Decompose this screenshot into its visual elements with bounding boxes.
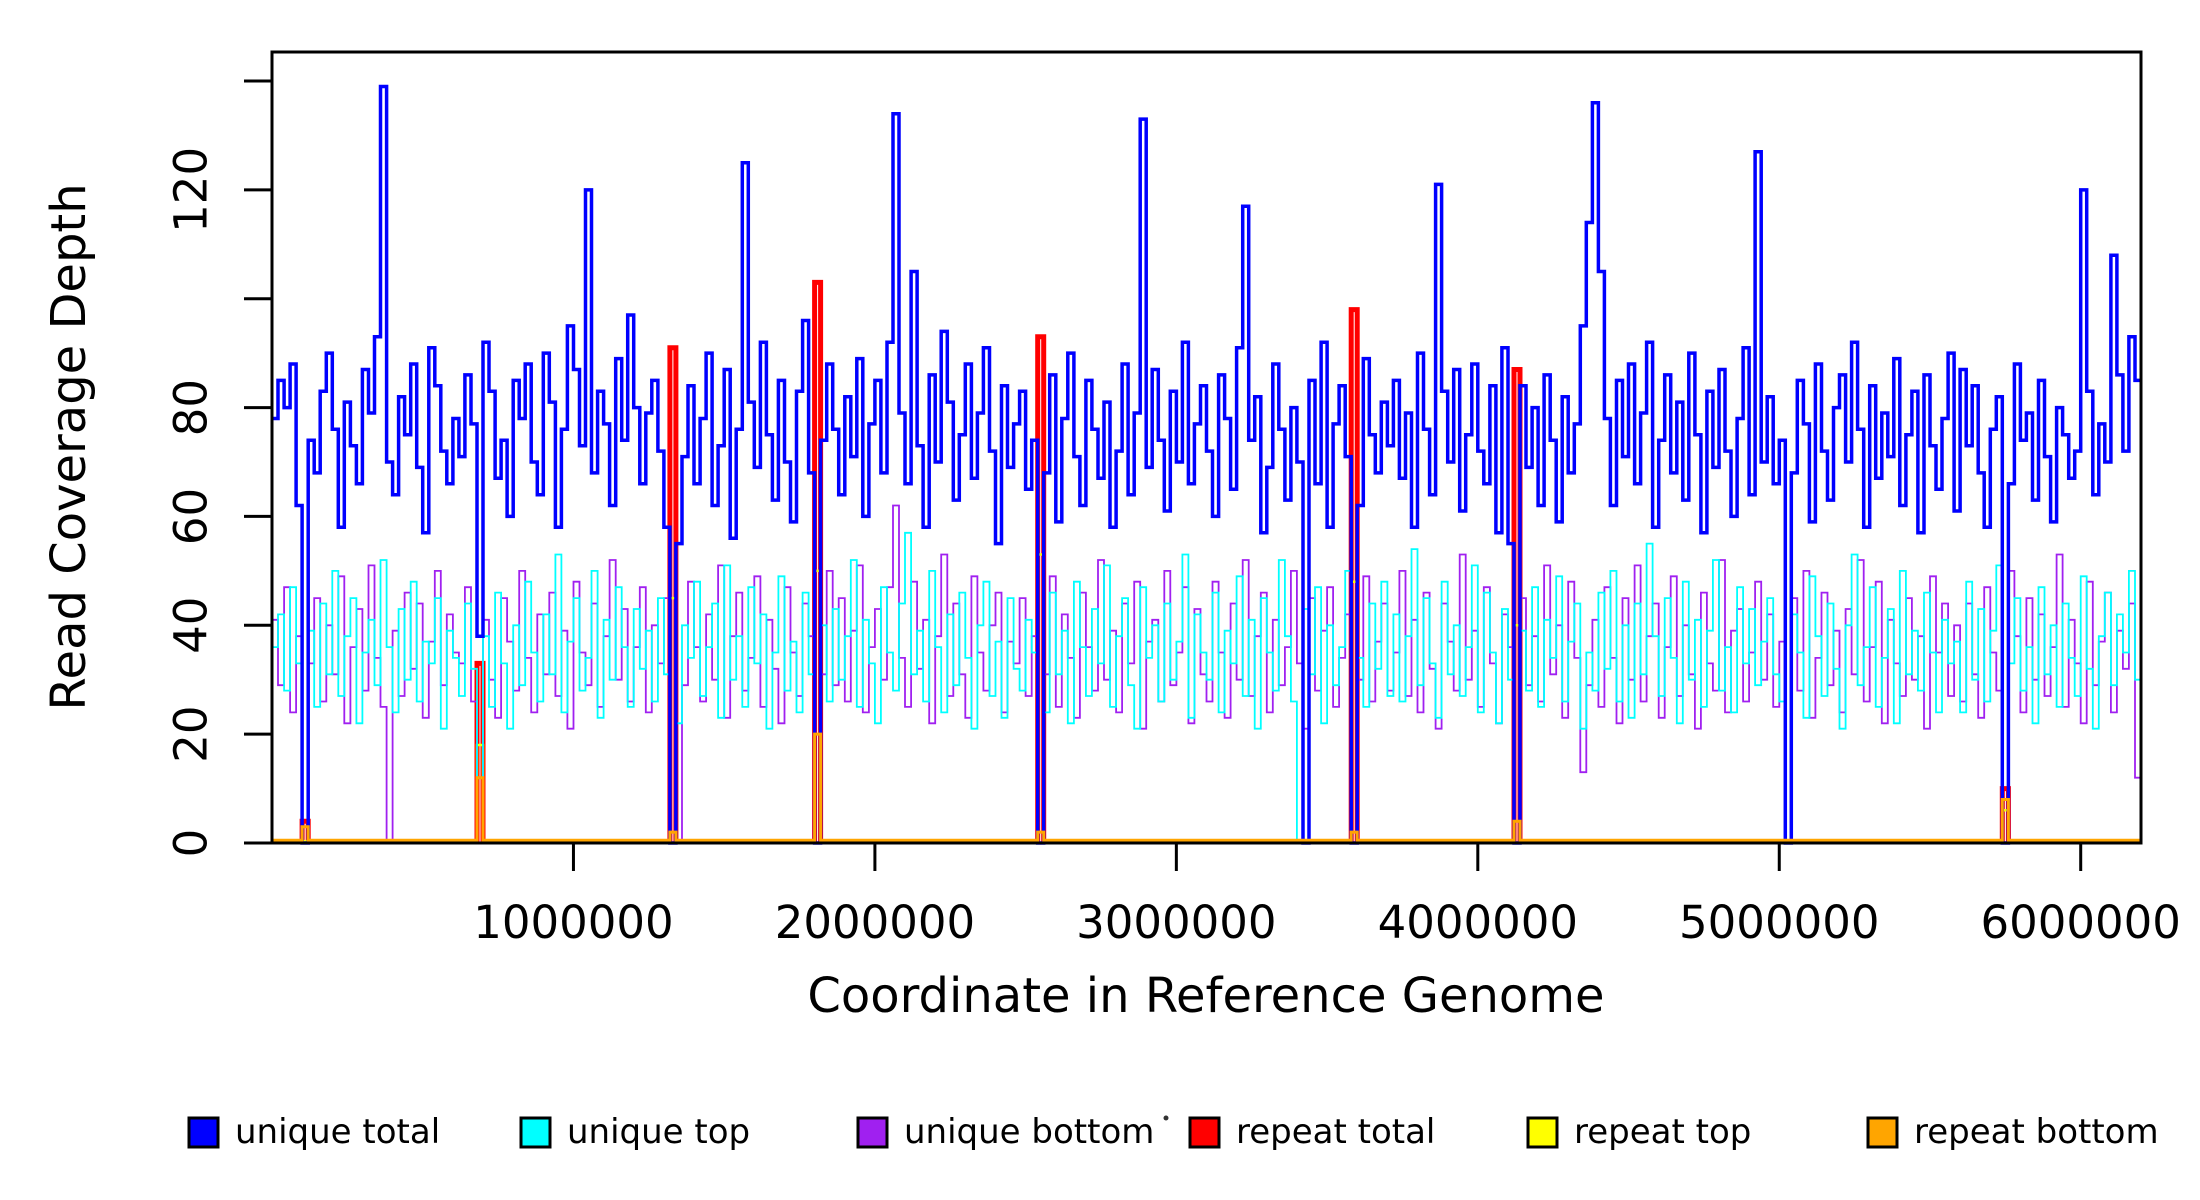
x-tick-label: 2000000 [775,896,975,949]
x-axis-ticks: 1000000 2000000 3000000 4000000 5000000 60000… [473,843,2181,949]
y-tick-label: 40 [165,597,218,654]
legend-label-repeat-top: repeat top [1574,1112,1751,1152]
x-tick-label: 5000000 [1679,896,1879,949]
series-repeat-bottom [272,732,2141,842]
legend-swatch-repeat-total [1188,1116,1221,1149]
x-tick-label: 3000000 [1076,896,1276,949]
y-tick-label: 60 [165,488,218,545]
legend-swatch-unique-total [187,1116,220,1149]
series-unique-top [272,531,2141,844]
legend-swatch-repeat-top [1526,1116,1559,1149]
x-tick-label: 1000000 [473,896,673,949]
legend-swatch-repeat-bottom [1866,1116,1899,1149]
y-axis-ticks: 0 20 40 60 80 120 [165,79,272,858]
plot-box [270,50,2143,845]
legend-label-unique-bottom: unique bottom [904,1112,1154,1152]
legend-swatch-unique-bottom [856,1116,889,1149]
series-group [272,84,2141,845]
x-tick-label: 6000000 [1980,896,2180,949]
y-tick-label: 20 [165,706,218,763]
legend: unique total unique top unique bottom repea… [187,1112,2159,1152]
legend-label-unique-total: unique total [235,1112,440,1152]
series-unique-total [272,84,2141,845]
legend-swatch-unique-top [519,1116,552,1149]
stray-dot [1163,1115,1169,1121]
legend-label-unique-top: unique top [567,1112,750,1152]
legend-label-repeat-total: repeat total [1236,1112,1435,1152]
y-tick-label: 80 [165,379,218,436]
y-tick-label: 120 [165,147,218,233]
y-tick-label: 0 [165,829,218,858]
y-axis-title: Read Coverage Depth [41,183,97,710]
legend-label-repeat-bottom: repeat bottom [1914,1112,2159,1152]
x-tick-label: 4000000 [1378,896,1578,949]
series-repeat-total [272,279,2141,845]
x-axis-title: Coordinate in Reference Genome [807,968,1604,1024]
